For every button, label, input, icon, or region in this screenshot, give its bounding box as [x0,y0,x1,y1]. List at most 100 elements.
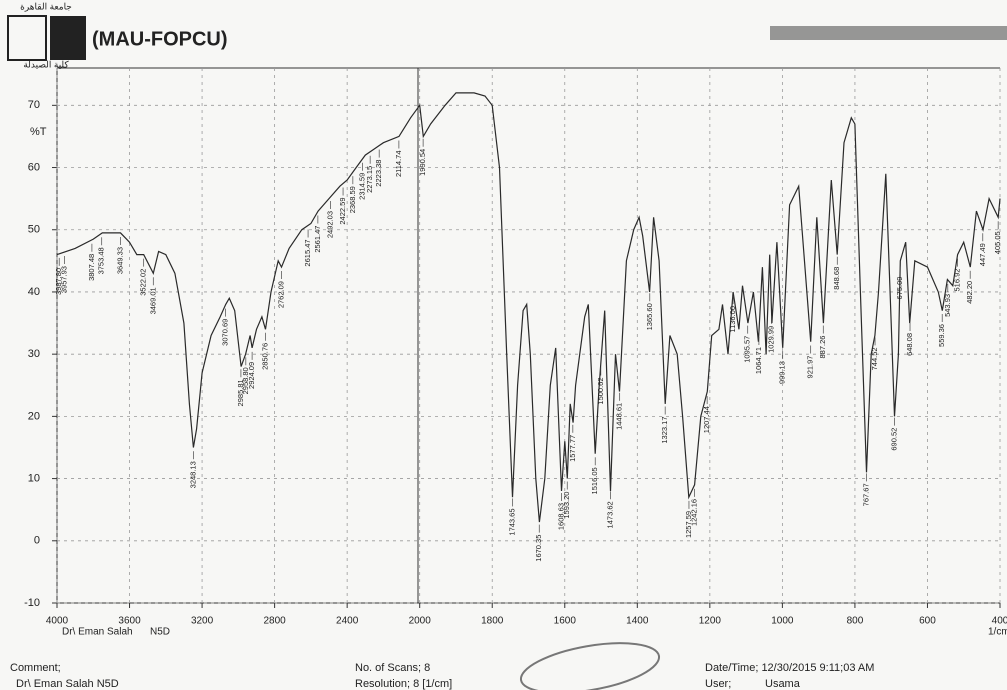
faculty: كلية الصيدلة [23,59,69,69]
x-tick-label: 4000 [46,616,69,627]
peak-label: 1365.60 [645,303,654,330]
y-tick-label: 40 [28,286,40,298]
code: (MAU-FOPCU) [92,28,228,50]
peak-label: 1516.05 [590,467,599,494]
logo-left [7,15,47,61]
y-tick-label: 0 [34,535,40,547]
peak-label: 2924.09 [247,362,256,389]
peak-label: 559.36 [937,324,946,347]
x-tick-label: 3600 [118,616,141,627]
user-label: User; [705,678,731,690]
x-tick-label: 400 [992,616,1007,627]
peak-label: 1064.71 [754,347,763,374]
scan-noise [770,26,1007,40]
peak-label: 1029.99 [766,326,775,353]
peak-label: 3987.80 [54,268,63,295]
comment-text: Dr\ Eman Salah N5D [16,678,119,690]
peak-label: 1257.59 [684,511,693,538]
peak-label: 1577.77 [568,435,577,462]
peak-label: 2850.76 [260,343,269,370]
peak-label: 482.20 [965,281,974,304]
peak-label: 2615.47 [303,239,312,266]
peak-label: 767.67 [862,483,871,506]
logo-right [50,16,86,60]
peak-label: 1136.00 [728,306,737,333]
operator: Dr\ Eman Salah [62,627,133,638]
peak-label: 2273.15 [365,166,374,193]
peak-label: 2422.59 [338,197,347,224]
peak-label: 2223.38 [374,160,383,187]
x-tick-label: 2000 [409,616,432,627]
peak-label: 1500.62 [596,377,605,404]
peak-label: 648.08 [905,333,914,356]
y-tick-label: 30 [28,348,40,360]
user: Usama [765,678,801,690]
peak-label: 1593.20 [562,492,571,519]
peak-label: 2958.80 [241,367,250,394]
peak-label: 1095.57 [743,336,752,363]
y-label: %T [30,126,47,138]
peak-label: 1323.17 [660,416,669,443]
peak-label: 1207.44 [702,406,711,433]
peak-label: 447.49 [978,243,987,266]
peak-label: 2561.47 [313,226,322,253]
peak-label: 3248.13 [188,461,197,488]
peak-label: 887.26 [818,336,827,359]
sample: N5D [150,627,170,638]
peak-label: 848.68 [832,267,841,290]
x-tick-label: 1800 [481,616,504,627]
peak-label: 1242.16 [690,499,699,526]
peak-label: 1473.62 [606,501,615,528]
scans: No. of Scans; 8 [355,662,430,674]
peak-label: 3522.02 [139,269,148,296]
university: جامعة القاهرة [20,1,72,12]
x-tick-label: 1600 [554,616,577,627]
peak-label: 3070.69 [221,319,230,346]
peak-label: 1990.54 [418,149,427,176]
peak-label: 516.92 [953,269,962,292]
x-tick-label: 1000 [771,616,794,627]
y-tick-label: 10 [28,472,40,484]
x-tick-label: 2400 [336,616,359,627]
spectrum-line [56,92,1001,523]
y-tick-label: 70 [28,99,40,111]
peak-label: 2314.59 [358,173,367,200]
y-tick-label: 50 [28,224,40,236]
peak-label: 2762.09 [276,281,285,308]
peak-label: 3957.93 [60,266,69,293]
peak-label: 690.52 [890,428,899,451]
x-tick-label: 1200 [699,616,722,627]
peak-label: 3807.48 [87,254,96,281]
peak-label: 3649.33 [116,247,125,274]
x-label: 1/cm [988,627,1007,638]
y-tick-label: 60 [28,161,40,173]
peak-label: 675.09 [895,277,904,300]
x-tick-label: 3200 [191,616,214,627]
peak-label: 999.13 [778,361,787,384]
peak-label: 1608.63 [557,503,566,530]
peak-label: 405.05 [993,231,1002,254]
peak-label: 2114.74 [394,150,403,177]
peak-label: 2985.81 [236,379,245,406]
peak-label: 2368.59 [348,186,357,213]
peak-label: 3469.01 [148,287,157,314]
x-tick-label: 600 [919,616,936,627]
x-tick-label: 800 [847,616,864,627]
datetime: Date/Time; 12/30/2015 9:11;03 AM [705,662,874,674]
peak-label: 1448.61 [615,403,624,430]
peak-label: 3753.48 [97,247,106,274]
x-tick-label: 1400 [626,616,649,627]
peak-label: 1743.65 [508,508,517,535]
stamp [519,642,661,690]
peak-label: 543.93 [943,294,952,317]
peak-label: 1670.35 [534,535,543,562]
y-tick-label: 20 [28,410,40,422]
peak-label: 2492.03 [325,211,334,238]
x-tick-label: 2800 [263,616,286,627]
y-tick-label: -10 [24,597,40,609]
comment: Comment; [10,662,61,674]
peak-label: 921.97 [806,356,815,379]
resolution: Resolution; 8 [1/cm] [355,678,452,690]
peak-label: 744.52 [870,347,879,370]
